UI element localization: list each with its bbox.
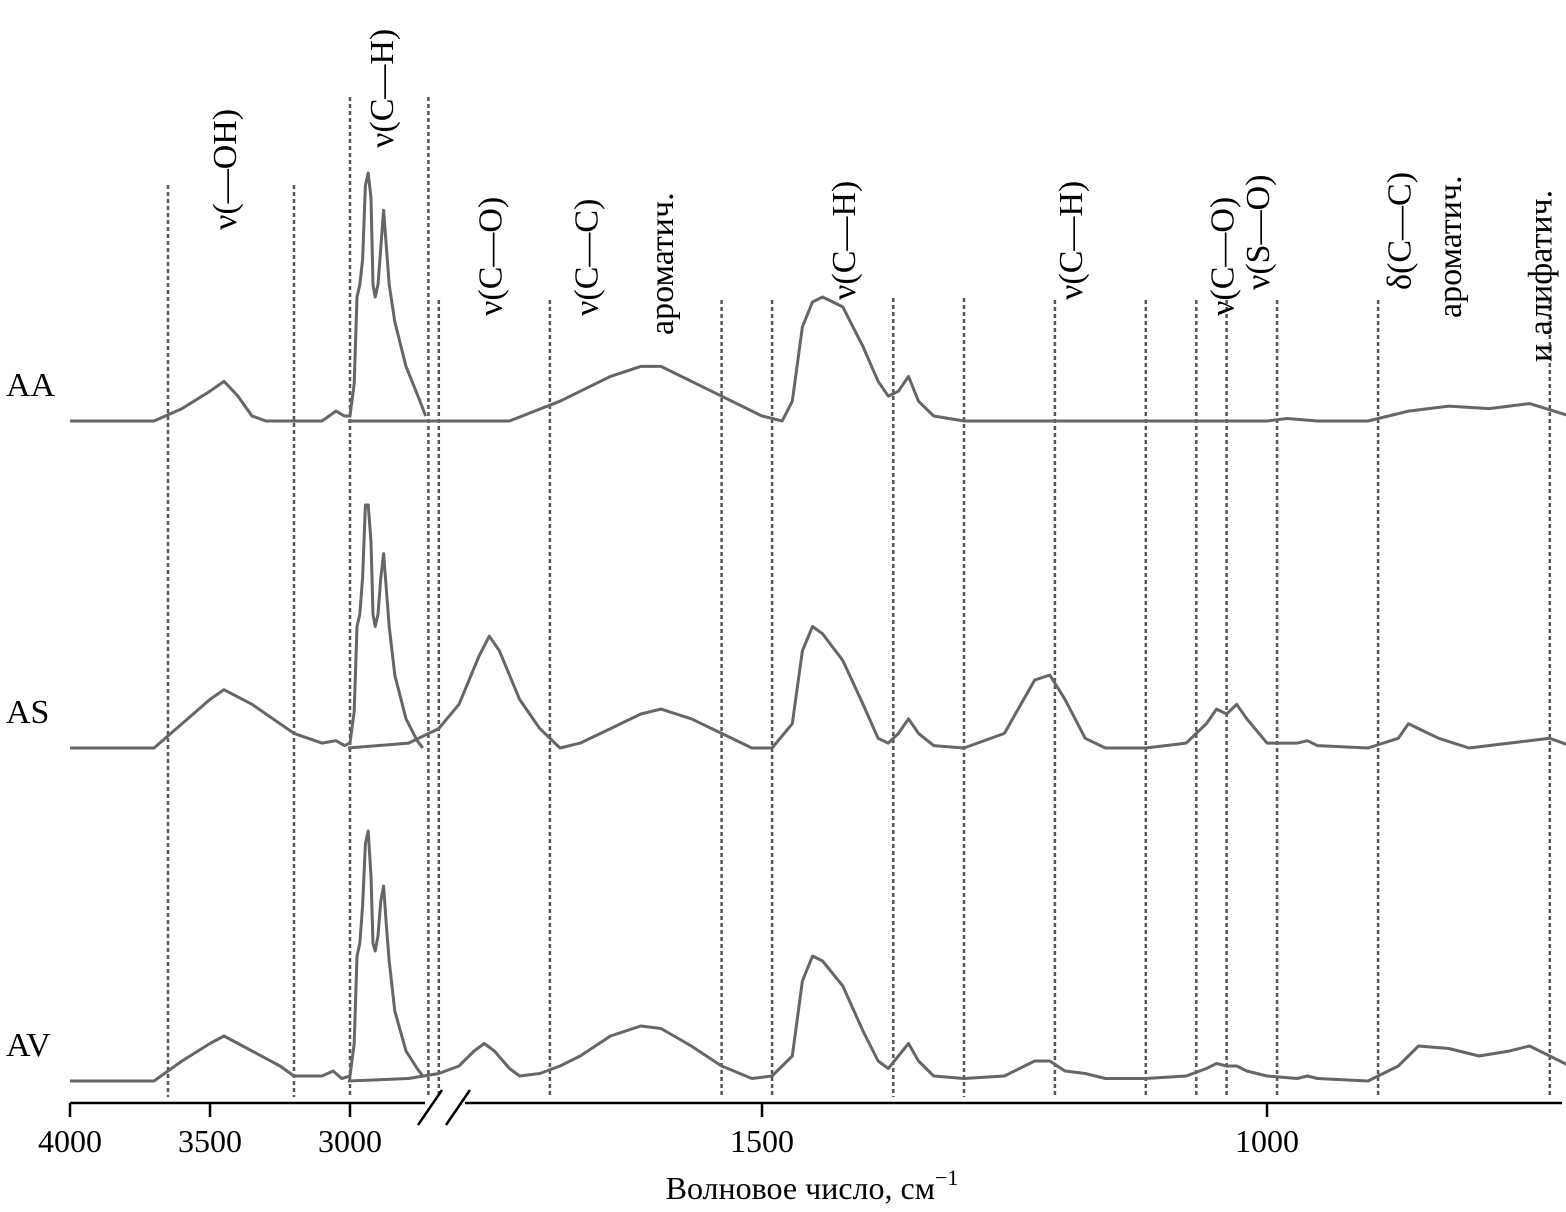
band-label: и алифатич. xyxy=(1523,190,1560,362)
band-label: ν(C—C) xyxy=(568,199,605,316)
series-label: AV xyxy=(6,1027,51,1064)
series-labels: AA AS AV xyxy=(6,367,56,1064)
x-axis-title-superscript: −1 xyxy=(935,1165,958,1190)
x-tick-label: 3500 xyxy=(178,1123,242,1159)
spectrum-av-right xyxy=(347,954,1566,1083)
band-label: ν(C—O) xyxy=(472,197,509,316)
axis-break-mark-right xyxy=(444,1089,472,1126)
band-label: ν(C—H) xyxy=(826,181,863,300)
band-label: ν(C—H) xyxy=(1053,181,1090,300)
band-label: ν(S—O) xyxy=(1240,175,1277,290)
x-tick-label: 1000 xyxy=(1235,1123,1299,1159)
x-axis-title-text: Волновое число, см xyxy=(666,1170,935,1206)
band-assignment-labels: ν(—OH) ν(C—H) ν(C—O) ν(C—C) ароматич. ν(C—H) ν… xyxy=(207,29,1560,362)
spectrum-aa-left xyxy=(70,171,428,423)
band-label: ароматич. xyxy=(1432,175,1469,318)
series-label: AA xyxy=(6,367,56,404)
x-axis-title: Волновое число, см−1 xyxy=(666,1165,959,1206)
series-label: AS xyxy=(6,694,49,731)
band-divider-lines xyxy=(166,97,1552,1097)
band-label: ν(C—H) xyxy=(364,29,401,148)
x-tick-label: 1500 xyxy=(730,1123,794,1159)
x-tick-label: 4000 xyxy=(38,1123,102,1159)
band-label: ароматич. xyxy=(644,192,681,335)
spectrum-aa-right xyxy=(347,295,1566,423)
spectrum-as-right xyxy=(347,625,1566,750)
x-tick-label: 3000 xyxy=(318,1123,382,1159)
axis-break-mark-left xyxy=(416,1089,444,1126)
band-label: ν(—OH) xyxy=(207,109,244,230)
spectrum-as-left xyxy=(70,503,424,750)
band-label: δ(C—C) xyxy=(1381,172,1418,290)
spectrum-av-left xyxy=(70,829,425,1083)
band-label: ν(C—O) xyxy=(1205,197,1242,316)
spectra-lines xyxy=(70,171,1566,1083)
x-axis-ticks: 4000 3500 3000 1500 1000 xyxy=(38,1103,1299,1159)
x-axis: 4000 3500 3000 1500 1000 xyxy=(38,1089,1562,1159)
